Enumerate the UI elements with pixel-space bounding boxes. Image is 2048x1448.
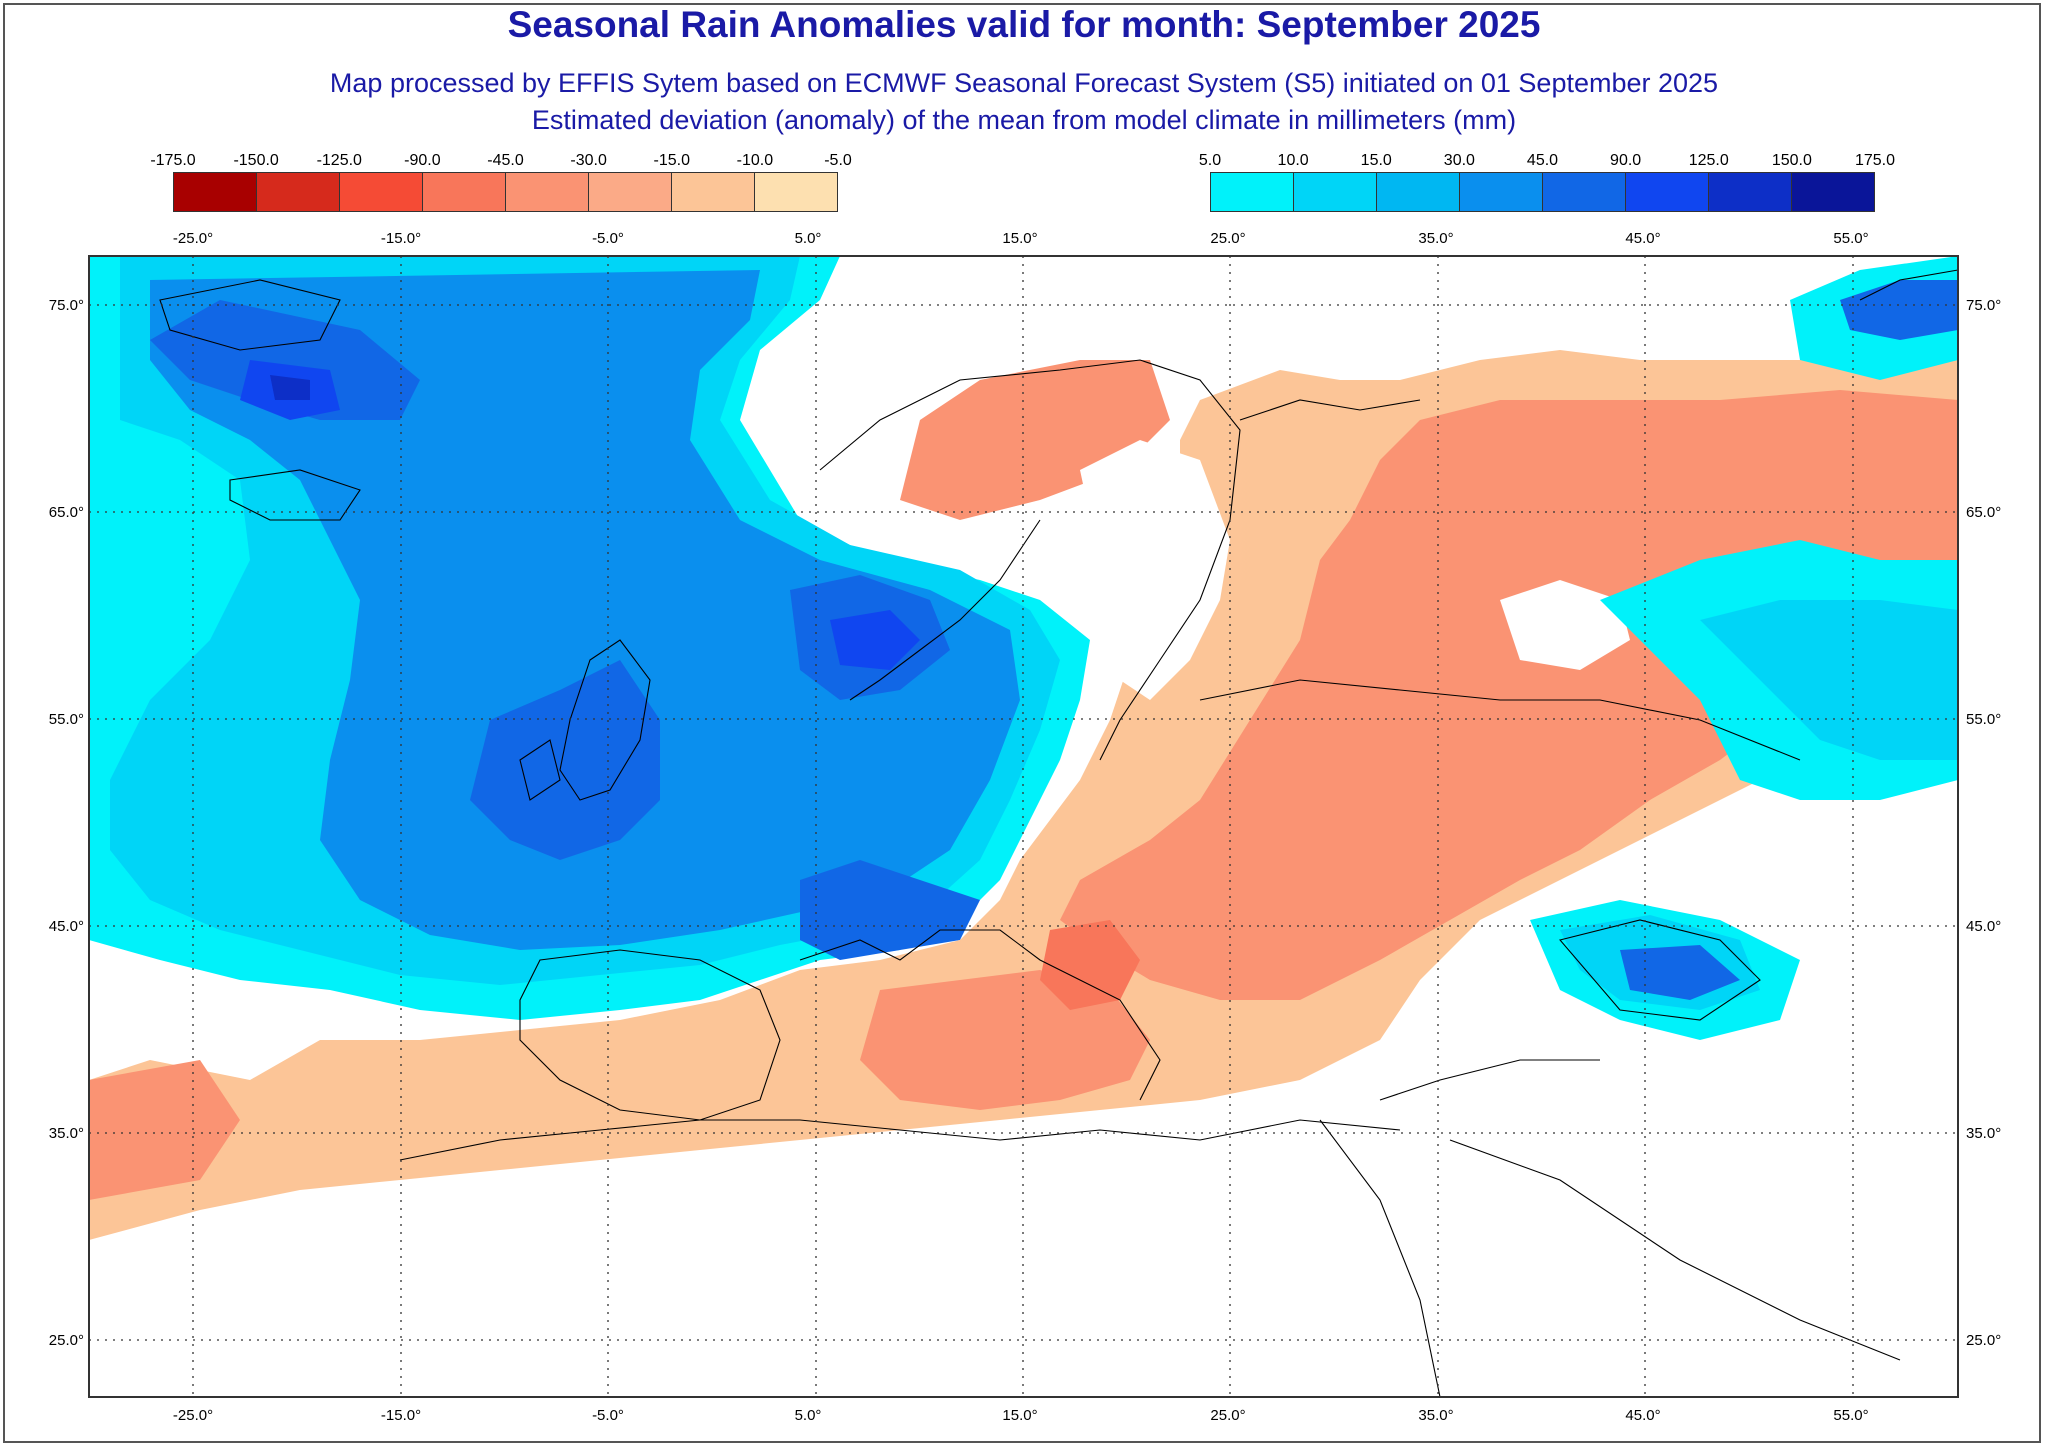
negative-legend-tick-label: -125.0 — [316, 152, 362, 169]
positive-legend-swatch — [1211, 173, 1294, 211]
outer-frame — [3, 3, 2041, 1443]
positive-legend-tick-label: 125.0 — [1688, 152, 1729, 169]
lon-label: -15.0° — [381, 1407, 421, 1424]
negative-legend-swatch — [755, 173, 837, 211]
lat-label: 45.0° — [1966, 918, 2001, 935]
lat-label: 35.0° — [1966, 1125, 2001, 1142]
positive-legend-swatch — [1377, 173, 1460, 211]
negative-colorbar — [173, 172, 838, 212]
lat-label: 55.0° — [49, 711, 84, 728]
map-subtitle-units: Estimated deviation (anomaly) of the mea… — [531, 105, 1517, 135]
negative-legend-swatch — [423, 173, 506, 211]
negative-legend-tick-label: -150.0 — [233, 152, 279, 169]
positive-legend-swatch — [1294, 173, 1377, 211]
lon-label: 35.0° — [1418, 230, 1453, 247]
anomaly-fields — [89, 256, 1958, 1397]
lon-label: -25.0° — [173, 1407, 213, 1424]
positive-legend-tick-label: 5.0 — [1198, 152, 1222, 169]
lon-label: -5.0° — [592, 1407, 624, 1424]
negative-legend-swatch — [257, 173, 340, 211]
lon-label: 15.0° — [1002, 1407, 1037, 1424]
lon-label: 25.0° — [1210, 1407, 1245, 1424]
lon-label: 15.0° — [1002, 230, 1037, 247]
negative-legend-tick-label: -10.0 — [736, 152, 774, 169]
lat-label: 65.0° — [1966, 504, 2001, 521]
lon-label: 45.0° — [1625, 230, 1660, 247]
positive-colorbar — [1210, 172, 1875, 212]
negative-legend-swatch — [340, 173, 423, 211]
lat-label: 75.0° — [1966, 297, 2001, 314]
lat-label: 25.0° — [49, 1332, 84, 1349]
negative-legend-tick-label: -175.0 — [150, 152, 196, 169]
negative-legend-tick-label: -30.0 — [570, 152, 607, 169]
map-border — [88, 255, 1959, 1398]
negative-legend-tick-label: -45.0 — [487, 152, 524, 169]
lon-label: 55.0° — [1833, 230, 1868, 247]
negative-legend-swatch — [589, 173, 672, 211]
negative-legend-tick-label: -5.0 — [824, 152, 852, 169]
positive-legend-swatch — [1709, 173, 1792, 211]
positive-legend-swatch — [1626, 173, 1709, 211]
lat-label: 75.0° — [49, 297, 84, 314]
lon-label: 35.0° — [1418, 1407, 1453, 1424]
lat-label: 35.0° — [49, 1125, 84, 1142]
lat-label: 55.0° — [1966, 711, 2001, 728]
positive-legend-tick-label: 15.0 — [1360, 152, 1392, 169]
negative-legend-ticks: -175.0 -150.0 -125.0 -90.0 -45.0 -30.0 -15.0 -1… — [150, 152, 851, 172]
positive-legend-tick-label: 45.0 — [1526, 152, 1559, 169]
lat-label: 25.0° — [1966, 1332, 2001, 1349]
lat-label: 45.0° — [49, 918, 84, 935]
negative-legend-swatch — [174, 173, 257, 211]
longitude-labels-bottom: -25.0° -15.0° -5.0° 5.0° 15.0° 25.0° 35.… — [173, 1407, 1869, 1424]
lon-label: -15.0° — [381, 230, 421, 247]
negative-legend-tick-label: -90.0 — [404, 152, 441, 169]
latitude-labels-left: 75.0° 65.0° 55.0° 45.0° 35.0° 25.0° — [49, 297, 84, 1349]
positive-legend-tick-label: 30.0 — [1443, 152, 1475, 169]
map-title: Seasonal Rain Anomalies valid for month:… — [507, 4, 1541, 45]
positive-legend-swatch — [1543, 173, 1626, 211]
latitude-labels-right: 75.0° 65.0° 55.0° 45.0° 35.0° 25.0° — [1966, 297, 2001, 1349]
positive-legend-swatch — [1792, 173, 1874, 211]
positive-legend-tick-label: 10.0 — [1277, 152, 1309, 169]
lon-label: 45.0° — [1625, 1407, 1660, 1424]
lon-label: -5.0° — [592, 230, 624, 247]
positive-legend-tick-label: 150.0 — [1771, 152, 1812, 169]
positive-legend-tick-label: 90.0 — [1610, 152, 1642, 169]
coastlines — [159, 269, 1958, 1397]
lon-label: 5.0° — [795, 230, 822, 247]
negative-legend-swatch — [506, 173, 589, 211]
positive-legend-tick-label: 175.0 — [1854, 152, 1896, 169]
longitude-labels-top: -25.0° -15.0° -5.0° 5.0° 15.0° 25.0° 35.… — [173, 230, 1869, 247]
negative-legend-tick-label: -15.0 — [653, 152, 690, 169]
lon-label: 5.0° — [795, 1407, 822, 1424]
lon-label: 25.0° — [1210, 230, 1245, 247]
positive-legend-ticks: 5.0 10.0 15.0 30.0 45.0 90.0 125.0 150.0 175.0 — [1199, 152, 1895, 172]
lon-label: 55.0° — [1833, 1407, 1868, 1424]
negative-legend-swatch — [672, 173, 755, 211]
lon-label: -25.0° — [173, 230, 213, 247]
lat-label: 65.0° — [49, 504, 84, 521]
positive-legend-swatch — [1460, 173, 1543, 211]
map-subtitle-source: Map processed by EFFIS Sytem based on EC… — [329, 68, 1719, 98]
